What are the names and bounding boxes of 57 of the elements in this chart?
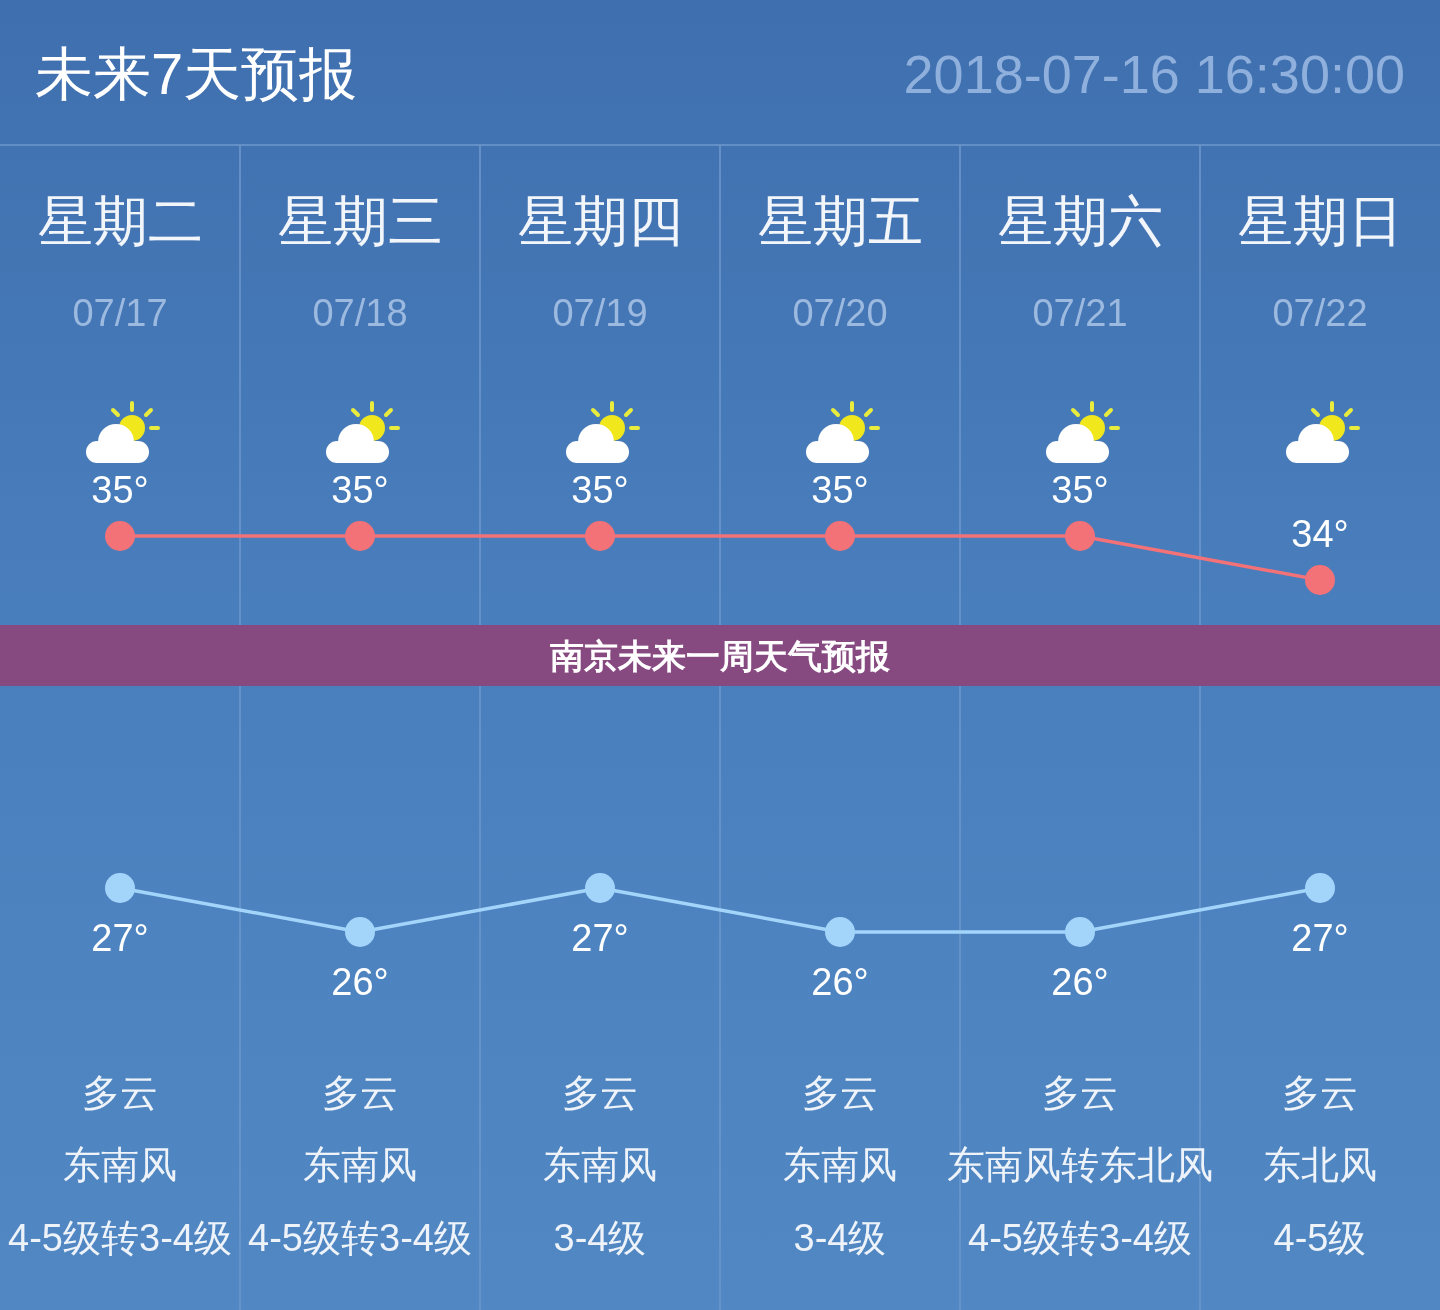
data-label: 34° — [1291, 513, 1349, 555]
data-label: 35° — [1051, 469, 1109, 511]
text: 多云 — [322, 1072, 398, 1114]
text: 3-4级 — [553, 1217, 647, 1259]
text: 4-5级转3-4级 — [8, 1217, 232, 1259]
text: 多云 — [1042, 1072, 1118, 1114]
point — [105, 873, 135, 903]
data-label: 27° — [91, 917, 149, 959]
x-tick-label: 星期五 — [757, 190, 923, 252]
text: 多云 — [82, 1072, 158, 1114]
text: 07/22 — [1272, 292, 1368, 334]
text: 07/17 — [72, 292, 168, 334]
x-tick-label: 星期日 — [1237, 190, 1403, 252]
data-label: 27° — [571, 917, 629, 959]
text: 多云 — [562, 1072, 638, 1114]
data-label: 26° — [1051, 961, 1109, 1003]
data-label: 27° — [1291, 917, 1349, 959]
data-label: 35° — [331, 469, 389, 511]
x-tick-label: 星期四 — [517, 190, 683, 252]
text: 4-5级 — [1273, 1217, 1367, 1259]
data-label: 26° — [811, 961, 869, 1003]
data-label: 35° — [91, 469, 149, 511]
point — [585, 873, 615, 903]
point — [585, 521, 615, 551]
point — [1305, 565, 1335, 595]
text: 07/18 — [312, 292, 408, 334]
point — [825, 917, 855, 947]
data-label: 35° — [571, 469, 629, 511]
point — [345, 917, 375, 947]
point — [825, 521, 855, 551]
data-label: 26° — [331, 961, 389, 1003]
point — [105, 521, 135, 551]
point — [1065, 521, 1095, 551]
text: 07/20 — [792, 292, 888, 334]
text: 东南风 — [783, 1144, 897, 1186]
x-tick-label: 星期三 — [277, 190, 443, 252]
chart-title: 未来7天预报 — [35, 40, 358, 106]
chart-subtitle: 2018-07-16 16:30:00 — [903, 44, 1405, 104]
point — [1065, 917, 1095, 947]
text: 东南风转东北风 — [947, 1144, 1213, 1186]
text: 东北风 — [1263, 1144, 1377, 1186]
text: 07/19 — [552, 292, 648, 334]
text: 东南风 — [543, 1144, 657, 1186]
point — [345, 521, 375, 551]
text: 多云 — [802, 1072, 878, 1114]
text: 多云 — [1282, 1072, 1358, 1114]
data-label: 35° — [811, 469, 869, 511]
x-tick-label: 星期六 — [997, 190, 1163, 252]
annotation: 南京未来一周天气预报 — [550, 637, 891, 675]
text: 3-4级 — [793, 1217, 887, 1259]
text: 4-5级转3-4级 — [968, 1217, 1192, 1259]
text: 07/21 — [1032, 292, 1128, 334]
text: 4-5级转3-4级 — [248, 1217, 472, 1259]
x-tick-label: 星期二 — [37, 190, 203, 252]
point — [1305, 873, 1335, 903]
text: 东南风 — [63, 1144, 177, 1186]
text: 东南风 — [303, 1144, 417, 1186]
